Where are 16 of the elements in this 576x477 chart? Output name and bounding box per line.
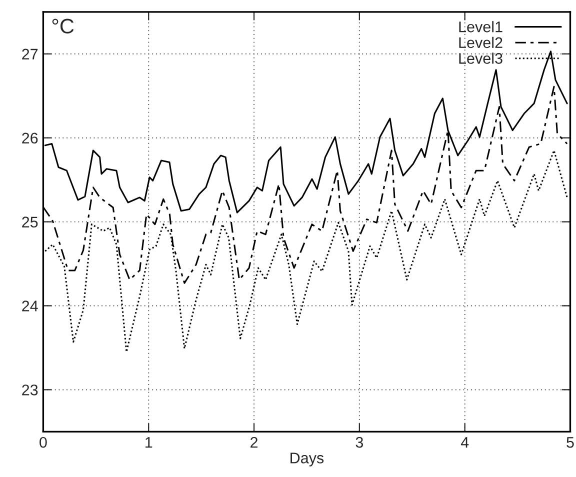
x-tick-label: 0: [40, 436, 47, 448]
x-axis-title: Days: [290, 452, 324, 466]
x-tick-label: 3: [356, 436, 363, 448]
y-tick-label: 26: [22, 132, 38, 144]
y-tick-label: 24: [22, 300, 38, 312]
annotation: °C: [52, 18, 74, 34]
legend-label: Level2: [459, 36, 502, 48]
legend-label: Level1: [459, 21, 502, 32]
y-tick-label: 25: [22, 216, 38, 228]
x-tick-label: 5: [566, 437, 574, 448]
x-tick-label: 1: [146, 437, 152, 448]
y-tick-label: 23: [22, 384, 38, 396]
y-tick-label: 27: [22, 48, 38, 60]
x-tick-label: 2: [250, 436, 258, 448]
x-tick-label: 4: [460, 437, 469, 448]
legend-label: Level3: [459, 52, 502, 64]
